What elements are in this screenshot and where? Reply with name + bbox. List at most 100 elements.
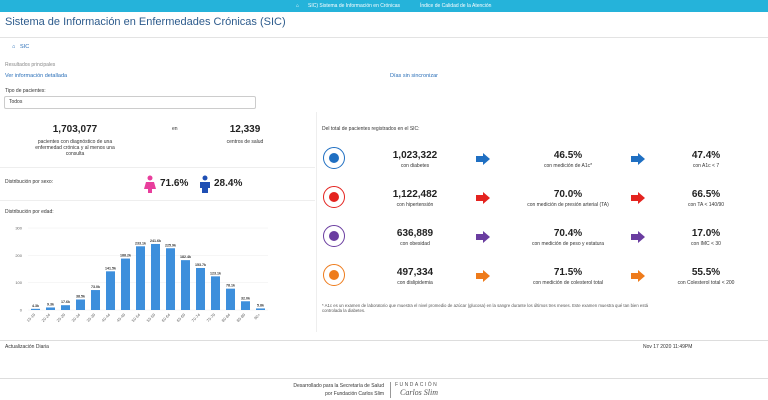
value-label: 78.1k bbox=[226, 284, 235, 288]
breadcrumb[interactable]: SIC bbox=[20, 44, 30, 50]
x-tick-label: 85-89 bbox=[235, 312, 246, 323]
value-label: 17.6k bbox=[61, 300, 70, 304]
value-label: 73.0k bbox=[91, 285, 100, 289]
x-tick-label: 15-19 bbox=[25, 312, 36, 323]
divider bbox=[0, 378, 768, 379]
footer-line1: Desarrollado para la Secretaría de Salud bbox=[293, 383, 384, 389]
x-tick-label: 55-59 bbox=[145, 312, 156, 323]
bar bbox=[181, 260, 190, 310]
indicators-intro: Del total de pacientes registrados en el… bbox=[322, 126, 420, 132]
indicator-controlled: 17.0% bbox=[691, 228, 721, 239]
indicator-icon bbox=[323, 186, 345, 208]
divider bbox=[0, 167, 315, 168]
x-tick-label: 35-39 bbox=[85, 312, 96, 323]
patients-label: pacientes con diagnóstico de una enferme… bbox=[35, 139, 115, 157]
value-label: 38.5k bbox=[76, 294, 85, 298]
value-label: 141.5k bbox=[105, 266, 116, 270]
indicator-measured: 46.5% bbox=[553, 150, 583, 161]
indicator-icon bbox=[323, 147, 345, 169]
value-label: 32.0k bbox=[241, 296, 250, 300]
indicator-controlled: 66.5% bbox=[691, 189, 721, 200]
status-left: Actualización Diaria bbox=[5, 344, 49, 350]
logo-name: Carlos Slim bbox=[400, 388, 439, 397]
divider bbox=[0, 200, 315, 201]
x-tick-label: 80-84 bbox=[220, 312, 231, 323]
value-label: 123.1k bbox=[210, 271, 221, 275]
detail-link[interactable]: Ver información detallada bbox=[5, 73, 68, 79]
indicator-controlled-label: con IMC < 30 bbox=[691, 241, 721, 247]
sex-label: Distribución por sexo: bbox=[5, 179, 54, 185]
footer-line2: por Fundación Carlos Slim bbox=[325, 391, 384, 397]
x-tick-label: 25-29 bbox=[55, 312, 66, 323]
logo-top: FUNDACIÓN bbox=[395, 382, 439, 388]
x-tick-label: 45-49 bbox=[115, 312, 126, 323]
x-tick-label: 30-34 bbox=[70, 312, 81, 323]
x-tick-label: 65-69 bbox=[175, 312, 186, 323]
bar bbox=[241, 301, 250, 310]
x-tick-label: 70-74 bbox=[190, 312, 201, 323]
indicator-measured-label: con medición de presión arterial (TA) bbox=[527, 202, 609, 208]
value-label: 241.6k bbox=[150, 239, 161, 243]
male-share: 28.4% bbox=[214, 178, 243, 189]
indicator-total: 1,023,322 bbox=[392, 150, 438, 161]
footnote: * A1c es un examen de laboratorio que mu… bbox=[322, 303, 649, 313]
sync-link[interactable]: Días sin sincronizar bbox=[390, 73, 438, 79]
indicator-measured: 71.5% bbox=[553, 267, 583, 278]
indicator-total-label: con hipertensión bbox=[396, 202, 434, 208]
filter-select[interactable]: Todos bbox=[4, 96, 256, 109]
bar bbox=[196, 267, 205, 310]
indicator-measured: 70.4% bbox=[553, 228, 583, 239]
x-tick-label: 90+ bbox=[253, 312, 262, 321]
bar bbox=[226, 288, 235, 310]
value-label: 153.7k bbox=[195, 263, 206, 267]
x-tick-label: 40-44 bbox=[100, 312, 111, 323]
indicator-total-label: con diabetes bbox=[400, 163, 430, 169]
indicator-total-label: con obesidad bbox=[400, 241, 430, 247]
indicator-measured-label: con medición de A1c* bbox=[543, 163, 593, 169]
y-tick-label: 300 bbox=[15, 226, 22, 231]
breadcrumb-icon[interactable]: ⌂ bbox=[12, 44, 16, 50]
arrow bbox=[631, 152, 645, 170]
indicator-total-label: con dislipidemia bbox=[397, 280, 433, 286]
male-icon bbox=[200, 175, 210, 193]
home-icon[interactable]: ⌂ bbox=[296, 3, 300, 9]
nav-link[interactable]: Índice de Calidad de la Atención bbox=[420, 3, 492, 9]
arrow bbox=[631, 230, 645, 248]
joiner: en bbox=[172, 126, 178, 132]
arrow bbox=[631, 191, 645, 209]
y-tick-label: 100 bbox=[15, 280, 22, 285]
x-tick-label: 50-54 bbox=[130, 312, 141, 323]
arrow bbox=[476, 230, 490, 248]
nav-brand[interactable]: SIC) Sistema de Información en Crónicas bbox=[308, 3, 400, 9]
value-label: 4.3k bbox=[32, 304, 39, 308]
arrow bbox=[476, 269, 490, 287]
filter-label: Tipo de pacientes: bbox=[5, 88, 46, 94]
value-label: 225.9k bbox=[165, 243, 176, 247]
chart-title: Distribución por edad: bbox=[5, 209, 54, 215]
page-title: Sistema de Información en Enfermedades C… bbox=[5, 16, 286, 28]
indicator-controlled: 47.4% bbox=[691, 150, 721, 161]
section-label: Resultados principales bbox=[5, 62, 56, 68]
bar bbox=[256, 308, 265, 310]
bar bbox=[31, 308, 40, 310]
value-label: 233.1k bbox=[135, 241, 146, 245]
divider bbox=[0, 37, 768, 38]
y-tick-label: 200 bbox=[15, 253, 22, 258]
value-label: 182.4k bbox=[180, 255, 191, 259]
indicator-total: 1,122,482 bbox=[392, 189, 438, 200]
value-label: 188.2k bbox=[120, 254, 131, 258]
centers-label: centros de salud bbox=[226, 139, 264, 145]
bar bbox=[106, 271, 115, 310]
value-label: 5.8k bbox=[257, 303, 264, 307]
indicator-controlled: 55.5% bbox=[691, 267, 721, 278]
bar bbox=[136, 246, 145, 310]
bar bbox=[151, 243, 160, 310]
arrow bbox=[476, 191, 490, 209]
x-tick-label: 20-24 bbox=[40, 312, 51, 323]
indicator-icon bbox=[323, 264, 345, 286]
value-label: 9.3k bbox=[47, 302, 54, 306]
y-tick-label: 0 bbox=[20, 308, 23, 313]
bar bbox=[61, 305, 70, 310]
divider bbox=[316, 112, 317, 332]
